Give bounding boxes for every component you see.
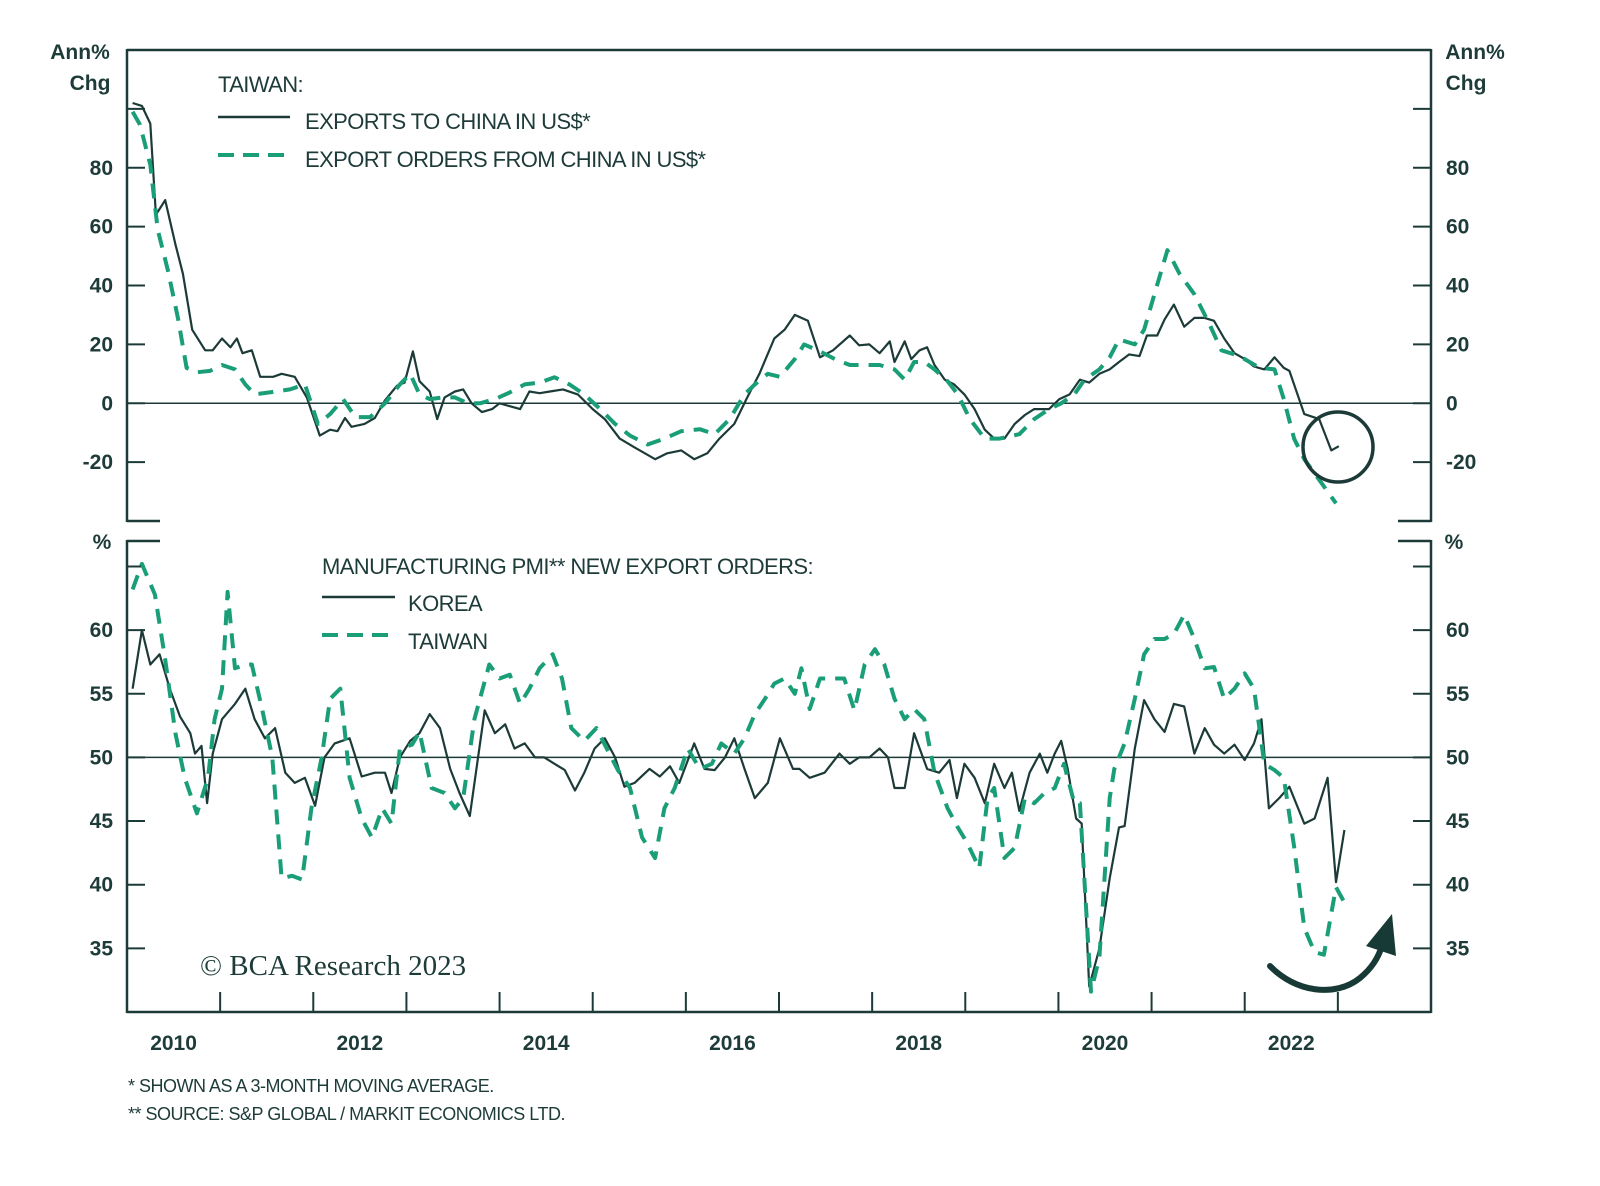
x-tick-label: 2012: [336, 1032, 383, 1055]
x-tick-label: 2022: [1268, 1032, 1315, 1055]
watermark: © BCA Research 2023: [200, 950, 466, 982]
top-legend: TAIWAN: EXPORTS TO CHINA IN US$* EXPORT …: [218, 72, 707, 172]
y-tick-label-right: 20: [1446, 333, 1469, 356]
top-left-ylabel-line1: Ann%: [50, 41, 110, 64]
x-tick-label: 2014: [523, 1032, 570, 1055]
legend-korea-label: KOREA: [408, 591, 483, 616]
top-left-ylabel-line2: Chg: [70, 72, 111, 95]
y-tick-label-right: 55: [1446, 683, 1470, 706]
y-tick-label-left: 40: [90, 275, 113, 298]
top-right-ylabel-line2: Chg: [1446, 72, 1487, 95]
y-tick-label-left: 35: [90, 937, 114, 960]
y-tick-label-right: 60: [1446, 619, 1469, 642]
series-line-export-orders-from-china-in-us: [130, 110, 1338, 505]
footnote-2: ** SOURCE: S&P GLOBAL / MARKIT ECONOMICS…: [128, 1104, 565, 1124]
y-tick-label-left: 0: [101, 392, 113, 415]
series-line-korea: [131, 629, 1346, 988]
y-tick-label-left: 50: [90, 746, 113, 769]
y-tick-label-right: 80: [1446, 157, 1469, 180]
x-tick-label: 2010: [150, 1032, 197, 1055]
y-tick-label-left: -20: [83, 451, 113, 474]
y-tick-label-left: 20: [90, 333, 113, 356]
y-tick-label-right: 40: [1446, 275, 1469, 298]
bottom-right-ylabel: %: [1445, 531, 1464, 554]
y-tick-label-right: 35: [1446, 937, 1470, 960]
x-tick-label: 2018: [895, 1032, 942, 1055]
legend-orders-label: EXPORT ORDERS FROM CHINA IN US$*: [305, 147, 707, 172]
annotation-curved-arrow: [1267, 943, 1385, 993]
legend-exports-label: EXPORTS TO CHINA IN US$*: [305, 109, 591, 134]
chart-marks: [127, 101, 1431, 994]
top-legend-title: TAIWAN:: [218, 72, 303, 97]
footnote-1: * SHOWN AS A 3-MONTH MOVING AVERAGE.: [128, 1076, 494, 1096]
y-tick-label-left: 55: [90, 683, 114, 706]
annotation-circle: [1301, 410, 1375, 484]
y-tick-label-right: 0: [1446, 392, 1458, 415]
y-tick-label-left: 40: [90, 874, 113, 897]
bottom-legend-title: MANUFACTURING PMI** NEW EXPORT ORDERS:: [322, 554, 813, 579]
arrow-head-icon: [1366, 914, 1396, 956]
y-tick-label-left: 45: [90, 810, 114, 833]
y-tick-label-right: 40: [1446, 874, 1469, 897]
bottom-left-ylabel: %: [93, 531, 112, 554]
series-line-taiwan: [130, 561, 1347, 994]
y-tick-label-right: 45: [1446, 810, 1470, 833]
series-line-exports-to-china-in-us: [132, 101, 1340, 461]
x-tick-label: 2020: [1082, 1032, 1129, 1055]
bottom-legend: MANUFACTURING PMI** NEW EXPORT ORDERS: K…: [322, 554, 814, 654]
y-tick-label-left: 80: [90, 157, 113, 180]
y-tick-label-right: -20: [1446, 451, 1476, 474]
legend-taiwan-label: TAIWAN: [408, 629, 488, 654]
x-tick-label: 2016: [709, 1032, 756, 1055]
y-tick-label-left: 60: [90, 216, 113, 239]
top-right-ylabel-line1: Ann%: [1445, 41, 1505, 64]
y-tick-label-right: 60: [1446, 216, 1469, 239]
y-tick-label-left: 60: [90, 619, 113, 642]
y-tick-label-right: 50: [1446, 746, 1469, 769]
